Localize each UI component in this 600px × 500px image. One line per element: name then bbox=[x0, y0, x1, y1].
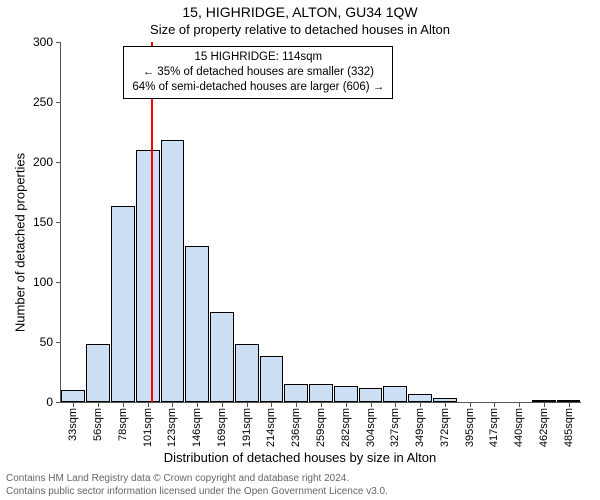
histogram-bar bbox=[309, 384, 333, 402]
y-tick-label: 300 bbox=[33, 35, 53, 49]
x-tick bbox=[296, 402, 297, 407]
x-tick-label: 304sqm bbox=[365, 408, 377, 447]
x-tick bbox=[371, 402, 372, 407]
y-tick bbox=[56, 402, 61, 403]
x-tick bbox=[494, 402, 495, 407]
x-tick bbox=[346, 402, 347, 407]
footer-attribution: Contains HM Land Registry data © Crown c… bbox=[6, 473, 594, 498]
y-tick bbox=[56, 42, 61, 43]
x-tick-label: 372sqm bbox=[439, 408, 451, 447]
y-tick-label: 250 bbox=[33, 95, 53, 109]
x-tick-label: 169sqm bbox=[216, 408, 228, 447]
x-tick-label: 123sqm bbox=[166, 408, 178, 447]
histogram-bar bbox=[408, 394, 432, 402]
histogram-bar bbox=[383, 386, 407, 402]
x-tick-label: 259sqm bbox=[315, 408, 327, 447]
x-tick-label: 327sqm bbox=[389, 408, 401, 447]
y-axis-label: Number of detached properties bbox=[13, 133, 28, 353]
y-tick-label: 50 bbox=[40, 335, 53, 349]
x-tick-label: 462sqm bbox=[538, 408, 550, 447]
histogram-bar bbox=[136, 150, 160, 402]
y-tick bbox=[56, 162, 61, 163]
histogram-bar bbox=[161, 140, 185, 402]
x-tick-label: 191sqm bbox=[241, 408, 253, 447]
histogram-bar bbox=[334, 386, 358, 402]
x-tick-label: 417sqm bbox=[488, 408, 500, 447]
plot-area: 05010015020025030033sqm56sqm78sqm101sqm1… bbox=[60, 42, 581, 403]
x-tick bbox=[395, 402, 396, 407]
histogram-bar bbox=[111, 206, 135, 402]
x-tick bbox=[470, 402, 471, 407]
histogram-bar bbox=[210, 312, 234, 402]
x-tick-label: 33sqm bbox=[67, 408, 79, 441]
x-tick bbox=[271, 402, 272, 407]
y-tick bbox=[56, 222, 61, 223]
x-tick-label: 214sqm bbox=[265, 408, 277, 447]
x-tick bbox=[197, 402, 198, 407]
y-tick-label: 100 bbox=[33, 275, 53, 289]
x-tick-label: 56sqm bbox=[92, 408, 104, 441]
footer-line-2: Contains public sector information licen… bbox=[6, 486, 594, 499]
x-tick-label: 101sqm bbox=[142, 408, 154, 447]
histogram-bar bbox=[86, 344, 110, 402]
chart-title: 15, HIGHRIDGE, ALTON, GU34 1QW bbox=[0, 4, 600, 20]
x-tick bbox=[519, 402, 520, 407]
x-tick bbox=[98, 402, 99, 407]
y-tick bbox=[56, 102, 61, 103]
y-tick-label: 0 bbox=[46, 395, 53, 409]
x-tick bbox=[73, 402, 74, 407]
x-tick-label: 282sqm bbox=[340, 408, 352, 447]
histogram-bar bbox=[185, 246, 209, 402]
y-tick-label: 150 bbox=[33, 215, 53, 229]
x-tick-label: 146sqm bbox=[191, 408, 203, 447]
x-tick-label: 78sqm bbox=[117, 408, 129, 441]
x-tick-label: 236sqm bbox=[290, 408, 302, 447]
y-tick bbox=[56, 342, 61, 343]
histogram-bar bbox=[61, 390, 85, 402]
annotation-line: 64% of semi-detached houses are larger (… bbox=[132, 80, 384, 95]
x-tick-label: 349sqm bbox=[414, 408, 426, 447]
annotation-line: ← 35% of detached houses are smaller (33… bbox=[132, 65, 384, 80]
y-tick-label: 200 bbox=[33, 155, 53, 169]
x-tick bbox=[222, 402, 223, 407]
annotation-box: 15 HIGHRIDGE: 114sqm← 35% of detached ho… bbox=[123, 46, 393, 99]
annotation-line: 15 HIGHRIDGE: 114sqm bbox=[132, 50, 384, 65]
x-tick-label: 395sqm bbox=[464, 408, 476, 447]
histogram-bar bbox=[260, 356, 284, 402]
x-tick bbox=[321, 402, 322, 407]
x-axis-label: Distribution of detached houses by size … bbox=[0, 450, 600, 465]
histogram-bar bbox=[235, 344, 259, 402]
x-tick bbox=[445, 402, 446, 407]
histogram-bar bbox=[359, 388, 383, 402]
x-tick bbox=[420, 402, 421, 407]
chart-subtitle: Size of property relative to detached ho… bbox=[0, 22, 600, 37]
x-tick bbox=[569, 402, 570, 407]
x-tick bbox=[247, 402, 248, 407]
x-tick bbox=[148, 402, 149, 407]
x-tick bbox=[123, 402, 124, 407]
footer-line-1: Contains HM Land Registry data © Crown c… bbox=[6, 473, 594, 486]
x-tick bbox=[172, 402, 173, 407]
x-tick bbox=[544, 402, 545, 407]
x-tick-label: 485sqm bbox=[563, 408, 575, 447]
x-tick-label: 440sqm bbox=[513, 408, 525, 447]
y-tick bbox=[56, 282, 61, 283]
histogram-bar bbox=[284, 384, 308, 402]
